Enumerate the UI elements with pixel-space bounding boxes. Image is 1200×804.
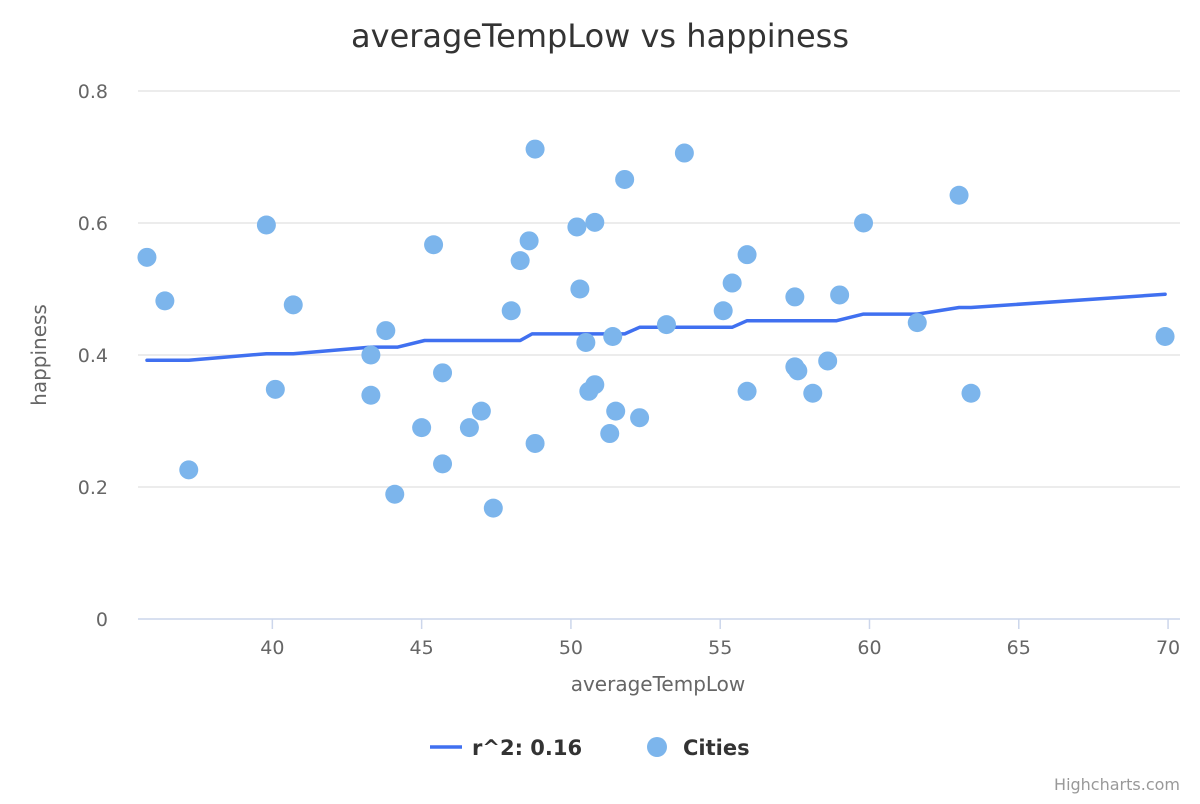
city-point[interactable] [615, 169, 635, 189]
city-point[interactable] [137, 247, 157, 267]
city-point[interactable] [525, 433, 545, 453]
city-point[interactable] [818, 351, 838, 371]
legend-label-regression: r^2: 0.16 [472, 736, 582, 760]
y-tick-label: 0.6 [78, 213, 108, 235]
city-point[interactable] [283, 295, 303, 315]
city-point[interactable] [501, 301, 521, 321]
x-tick-label: 70 [1156, 637, 1180, 659]
city-point[interactable] [737, 381, 757, 401]
city-point[interactable] [606, 401, 626, 421]
y-tick-label: 0 [96, 609, 108, 631]
credits-link[interactable]: Highcharts.com [1054, 775, 1180, 794]
x-tick-label: 45 [410, 637, 434, 659]
legend-item-regression[interactable]: r^2: 0.16 [430, 736, 582, 760]
city-point[interactable] [576, 332, 596, 352]
city-point[interactable] [722, 273, 742, 293]
y-axis-title: happiness [27, 304, 51, 406]
city-point[interactable] [803, 383, 823, 403]
city-point[interactable] [483, 498, 503, 518]
plot-area[interactable] [137, 139, 1175, 518]
x-tick-label: 40 [260, 637, 284, 659]
x-tick-label: 65 [1007, 637, 1031, 659]
city-point[interactable] [656, 315, 676, 335]
city-point[interactable] [788, 361, 808, 381]
city-point[interactable] [737, 245, 757, 265]
city-point[interactable] [600, 424, 620, 444]
city-point[interactable] [412, 418, 432, 438]
city-point[interactable] [256, 215, 276, 235]
city-point[interactable] [361, 385, 381, 405]
x-tick-label: 60 [857, 637, 881, 659]
city-point[interactable] [510, 251, 530, 271]
city-point[interactable] [424, 235, 444, 255]
x-tick-label: 55 [708, 637, 732, 659]
city-point[interactable] [459, 418, 479, 438]
city-point[interactable] [585, 375, 605, 395]
city-point[interactable] [471, 401, 491, 421]
grid-lines [138, 90, 1180, 488]
city-point[interactable] [785, 287, 805, 307]
x-axis-title: averageTempLow [571, 672, 746, 696]
legend-item-cities[interactable]: Cities [647, 736, 750, 760]
city-point[interactable] [155, 291, 175, 311]
x-axis: 40 45 50 55 60 65 70 [138, 618, 1180, 659]
y-tick-label: 0.4 [78, 345, 108, 367]
city-point[interactable] [907, 313, 927, 333]
x-tick-label: 50 [559, 637, 583, 659]
y-axis: 0 0.2 0.4 0.6 0.8 [78, 81, 108, 631]
y-tick-label: 0.8 [78, 81, 108, 103]
city-point[interactable] [567, 217, 587, 237]
city-point[interactable] [961, 383, 981, 403]
city-point[interactable] [949, 185, 969, 205]
city-point[interactable] [361, 345, 381, 365]
legend-label-cities: Cities [683, 736, 750, 760]
city-point[interactable] [265, 379, 285, 399]
city-point[interactable] [630, 408, 650, 428]
city-point[interactable] [525, 139, 545, 159]
city-point[interactable] [385, 484, 405, 504]
city-point[interactable] [519, 231, 539, 251]
city-point[interactable] [376, 321, 396, 341]
city-point[interactable] [830, 285, 850, 305]
city-point[interactable] [433, 363, 453, 383]
legend-dot-symbol [647, 737, 667, 757]
city-point[interactable] [1155, 327, 1175, 347]
city-point[interactable] [179, 460, 199, 480]
legend: r^2: 0.16 Cities [430, 736, 750, 760]
city-point[interactable] [713, 301, 733, 321]
chart-title: averageTempLow vs happiness [351, 17, 849, 55]
city-point[interactable] [433, 454, 453, 474]
y-tick-label: 0.2 [78, 477, 108, 499]
city-point[interactable] [603, 327, 623, 347]
city-point[interactable] [585, 212, 605, 232]
city-point[interactable] [570, 279, 590, 299]
city-point[interactable] [674, 143, 694, 163]
city-point[interactable] [854, 213, 874, 233]
